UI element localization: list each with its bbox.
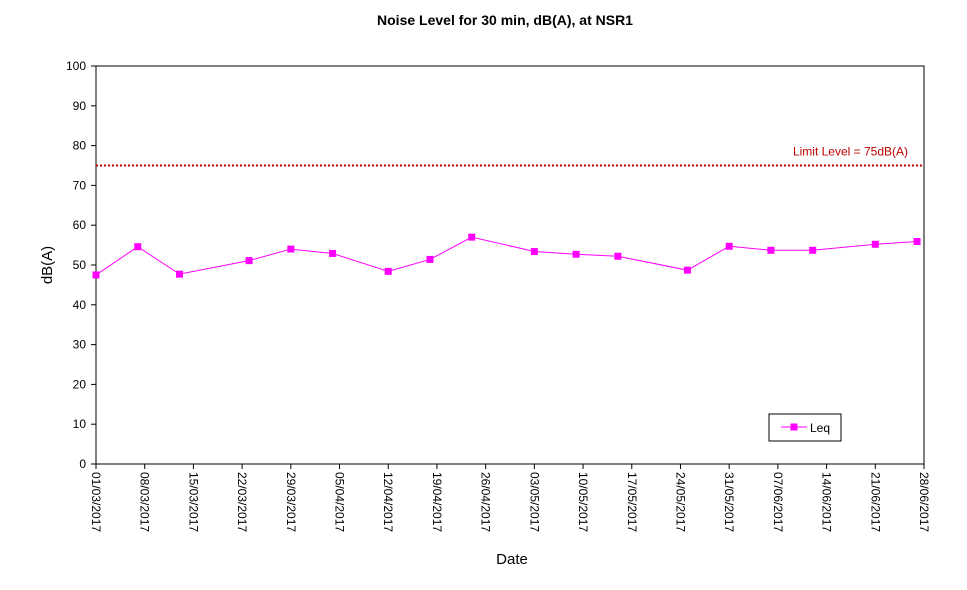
x-tick-label: 19/04/2017 (430, 472, 444, 532)
series-line (95, 236, 918, 276)
y-axis-ticks: 0 10 20 30 40 50 60 70 80 90 100 (66, 59, 96, 471)
x-tick-label: 08/03/2017 (138, 472, 152, 532)
x-tick-label: 03/05/2017 (527, 472, 541, 532)
x-axis-title: Date (496, 551, 528, 568)
legend: Leq (768, 413, 842, 442)
y-tick-label: 40 (73, 298, 87, 312)
x-tick-label: 15/03/2017 (186, 472, 200, 532)
x-tick-label: 14/06/2017 (820, 472, 834, 532)
y-tick-label: 90 (73, 99, 87, 113)
legend-label-leq: Leq (810, 421, 830, 435)
x-tick-label: 10/05/2017 (576, 472, 590, 532)
x-tick-label: 21/06/2017 (868, 472, 882, 532)
x-tick-label: 28/06/2017 (917, 472, 931, 532)
x-axis-ticks: 01/03/2017 08/03/2017 15/03/2017 22/03/2017… (89, 464, 931, 532)
data-point (175, 270, 183, 278)
data-point (384, 267, 392, 275)
data-point (913, 238, 921, 246)
x-tick-label: 26/04/2017 (479, 472, 493, 532)
data-point (683, 266, 691, 274)
y-tick-label: 100 (66, 59, 86, 73)
data-point (287, 245, 295, 253)
chart-title: Noise Level for 30 min, dB(A), at NSR1 (377, 12, 633, 28)
data-point (329, 249, 337, 257)
plot-frame (95, 65, 925, 465)
y-tick-label: 50 (73, 258, 87, 272)
data-point (572, 250, 580, 258)
data-point (614, 252, 622, 260)
data-point (809, 246, 817, 254)
series-leq (92, 233, 921, 279)
data-point (725, 242, 733, 250)
y-tick-label: 0 (79, 457, 86, 471)
data-point (767, 246, 775, 254)
data-point (92, 271, 100, 279)
data-point (245, 257, 253, 265)
data-point (134, 243, 142, 251)
x-tick-label: 31/05/2017 (722, 472, 736, 532)
y-tick-label: 10 (73, 417, 87, 431)
y-axis-title: dB(A) (39, 246, 56, 284)
x-tick-label: 22/03/2017 (235, 472, 249, 532)
x-tick-label: 01/03/2017 (89, 472, 103, 532)
x-tick-label: 24/05/2017 (673, 472, 687, 532)
legend-marker (790, 423, 798, 431)
y-tick-label: 80 (73, 139, 87, 153)
data-point (871, 240, 879, 248)
y-tick-label: 70 (73, 178, 87, 192)
y-tick-label: 20 (73, 377, 87, 391)
x-tick-label: 07/06/2017 (771, 472, 785, 532)
data-point (426, 255, 434, 263)
y-tick-label: 30 (73, 338, 87, 352)
x-tick-label: 29/03/2017 (284, 472, 298, 532)
data-point (468, 233, 476, 241)
x-tick-label: 12/04/2017 (381, 472, 395, 532)
limit-label: Limit Level = 75dB(A) (793, 145, 908, 159)
x-tick-label: 05/04/2017 (333, 472, 347, 532)
data-point (530, 247, 538, 255)
x-tick-label: 17/05/2017 (625, 472, 639, 532)
y-tick-label: 60 (73, 218, 87, 232)
